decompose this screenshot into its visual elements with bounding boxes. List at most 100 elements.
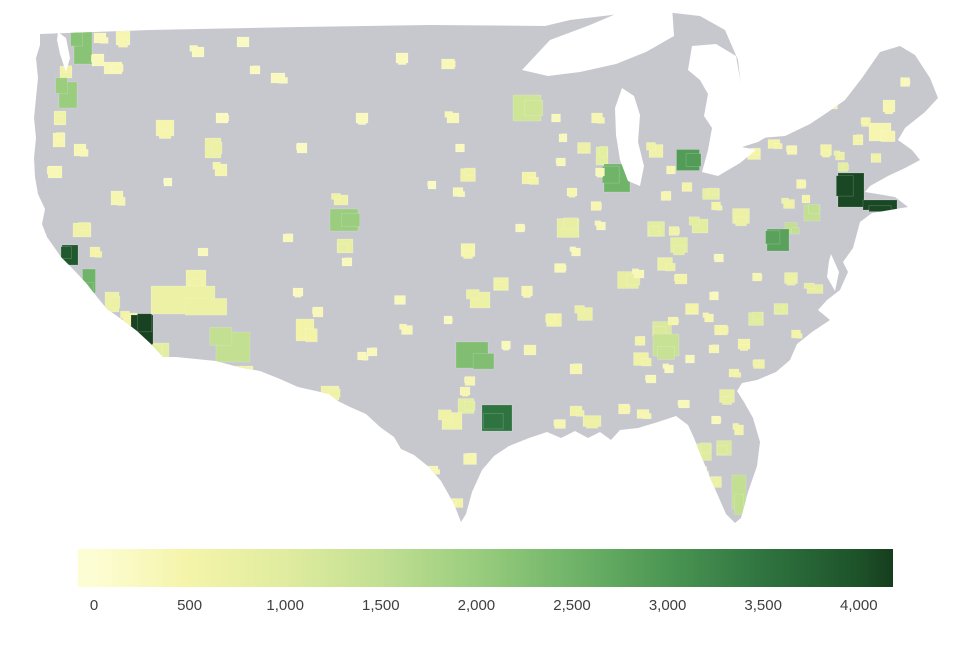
region-topeka[interactable] [515, 223, 526, 233]
region-pittsburgh[interactable] [732, 208, 750, 227]
region-jackson-ms[interactable] [569, 363, 583, 375]
region-pueblo[interactable] [341, 257, 353, 267]
region-fresno[interactable] [104, 291, 121, 313]
region-san-antonio[interactable] [437, 409, 463, 430]
region-killeen[interactable] [459, 386, 471, 397]
region-omaha[interactable] [460, 167, 476, 182]
region-sacramento[interactable] [72, 222, 92, 238]
region-manchester-nh[interactable] [860, 117, 871, 127]
region-lafayette-la[interactable] [553, 419, 566, 429]
region-columbus-ga[interactable] [662, 363, 674, 374]
region-midland[interactable] [366, 347, 378, 357]
region-atlanta[interactable] [652, 333, 680, 360]
region-syracuse[interactable] [786, 145, 798, 155]
region-tyler[interactable] [501, 340, 511, 351]
region-cleveland[interactable] [702, 187, 720, 200]
region-raleigh[interactable] [773, 303, 789, 315]
region-spokane[interactable] [115, 30, 131, 48]
region-daytona-beach[interactable] [732, 423, 744, 436]
region-pensacola[interactable] [636, 409, 652, 420]
region-columbus-oh[interactable] [688, 216, 709, 234]
region-austin[interactable] [457, 398, 476, 414]
region-waco[interactable] [464, 376, 476, 386]
region-shreveport[interactable] [523, 344, 537, 356]
region-charlotte[interactable] [748, 311, 764, 326]
region-columbia-sc[interactable] [737, 338, 751, 351]
region-provo[interactable] [212, 161, 228, 177]
region-charleston-wv[interactable] [713, 253, 724, 263]
region-sioux-city[interactable] [455, 143, 465, 153]
region-fargo[interactable] [441, 58, 456, 70]
region-worcester[interactable] [852, 134, 864, 146]
region-rochester[interactable] [767, 139, 783, 150]
region-bend[interactable] [73, 143, 89, 157]
region-santa-barbara[interactable] [113, 325, 127, 335]
region-birmingham[interactable] [633, 352, 652, 367]
region-bellingham[interactable] [73, 15, 87, 29]
region-eau-claire[interactable] [551, 113, 561, 123]
region-rapid-city[interactable] [355, 112, 369, 125]
region-cincinnati[interactable] [670, 237, 688, 256]
region-bismarck[interactable] [395, 52, 409, 65]
region-tulsa[interactable] [493, 277, 509, 291]
region-sarasota[interactable] [696, 466, 710, 479]
region-cedar-rapids[interactable] [555, 157, 566, 167]
region-richmond[interactable] [784, 272, 798, 286]
region-columbia-mo[interactable] [569, 246, 581, 257]
region-virginia-beach[interactable] [803, 282, 824, 294]
region-charleston-sc[interactable] [752, 359, 765, 369]
region-st-george[interactable] [197, 247, 209, 257]
region-memphis[interactable] [574, 305, 593, 321]
region-louisville[interactable] [657, 257, 676, 272]
region-jacksonville[interactable] [719, 389, 735, 405]
region-milwaukee[interactable] [595, 145, 609, 166]
region-new-york[interactable] [836, 172, 865, 208]
region-burlington-vt[interactable] [826, 97, 838, 110]
region-reno[interactable] [110, 190, 126, 206]
region-farmington[interactable] [292, 287, 304, 298]
region-new-orleans[interactable] [582, 415, 602, 429]
region-providence[interactable] [870, 153, 882, 163]
region-mcallen[interactable] [445, 498, 464, 508]
region-dayton[interactable] [668, 226, 680, 236]
region-hartford[interactable] [837, 162, 849, 172]
region-wichita[interactable] [460, 243, 476, 259]
region-greenville-sc[interactable] [714, 324, 729, 336]
region-grand-island[interactable] [427, 180, 437, 190]
region-corpus-christi[interactable] [463, 452, 477, 465]
region-boise[interactable] [155, 119, 175, 139]
region-seattle[interactable] [70, 26, 93, 65]
region-rockford[interactable] [595, 167, 605, 178]
region-des-moines[interactable] [521, 171, 539, 185]
region-stockton[interactable] [89, 246, 103, 258]
region-huntsville[interactable] [634, 335, 646, 346]
region-amarillo[interactable] [394, 295, 406, 305]
region-augusta[interactable] [708, 344, 720, 354]
region-fort-wayne[interactable] [660, 190, 672, 201]
region-peoria[interactable] [590, 201, 602, 211]
region-laredo[interactable] [427, 465, 441, 475]
region-orlando[interactable] [716, 440, 732, 456]
region-sioux-falls[interactable] [444, 111, 460, 124]
region-baltimore[interactable] [784, 222, 800, 235]
region-nashville[interactable] [652, 321, 672, 337]
region-billings[interactable] [270, 72, 288, 84]
region-new-york-long-island[interactable] [862, 199, 898, 212]
region-lexington[interactable] [673, 273, 688, 285]
region-gainesville[interactable] [711, 415, 722, 425]
region-st-louis[interactable] [617, 271, 641, 289]
region-portland-me[interactable] [882, 99, 896, 115]
region-missoula[interactable] [189, 45, 205, 58]
region-davenport[interactable] [566, 187, 578, 198]
region-little-rock[interactable] [545, 313, 562, 327]
region-baton-rouge[interactable] [569, 405, 585, 417]
region-el-paso[interactable] [320, 385, 341, 401]
region-colorado-springs[interactable] [336, 238, 354, 254]
region-springfield-ma[interactable] [833, 150, 845, 161]
region-wichita-falls[interactable] [443, 315, 453, 325]
region-evansville[interactable] [631, 268, 645, 279]
region-tri-cities[interactable] [709, 291, 719, 301]
region-detroit[interactable] [676, 149, 702, 171]
region-boston[interactable] [868, 122, 896, 143]
region-idaho-falls[interactable] [215, 112, 230, 124]
